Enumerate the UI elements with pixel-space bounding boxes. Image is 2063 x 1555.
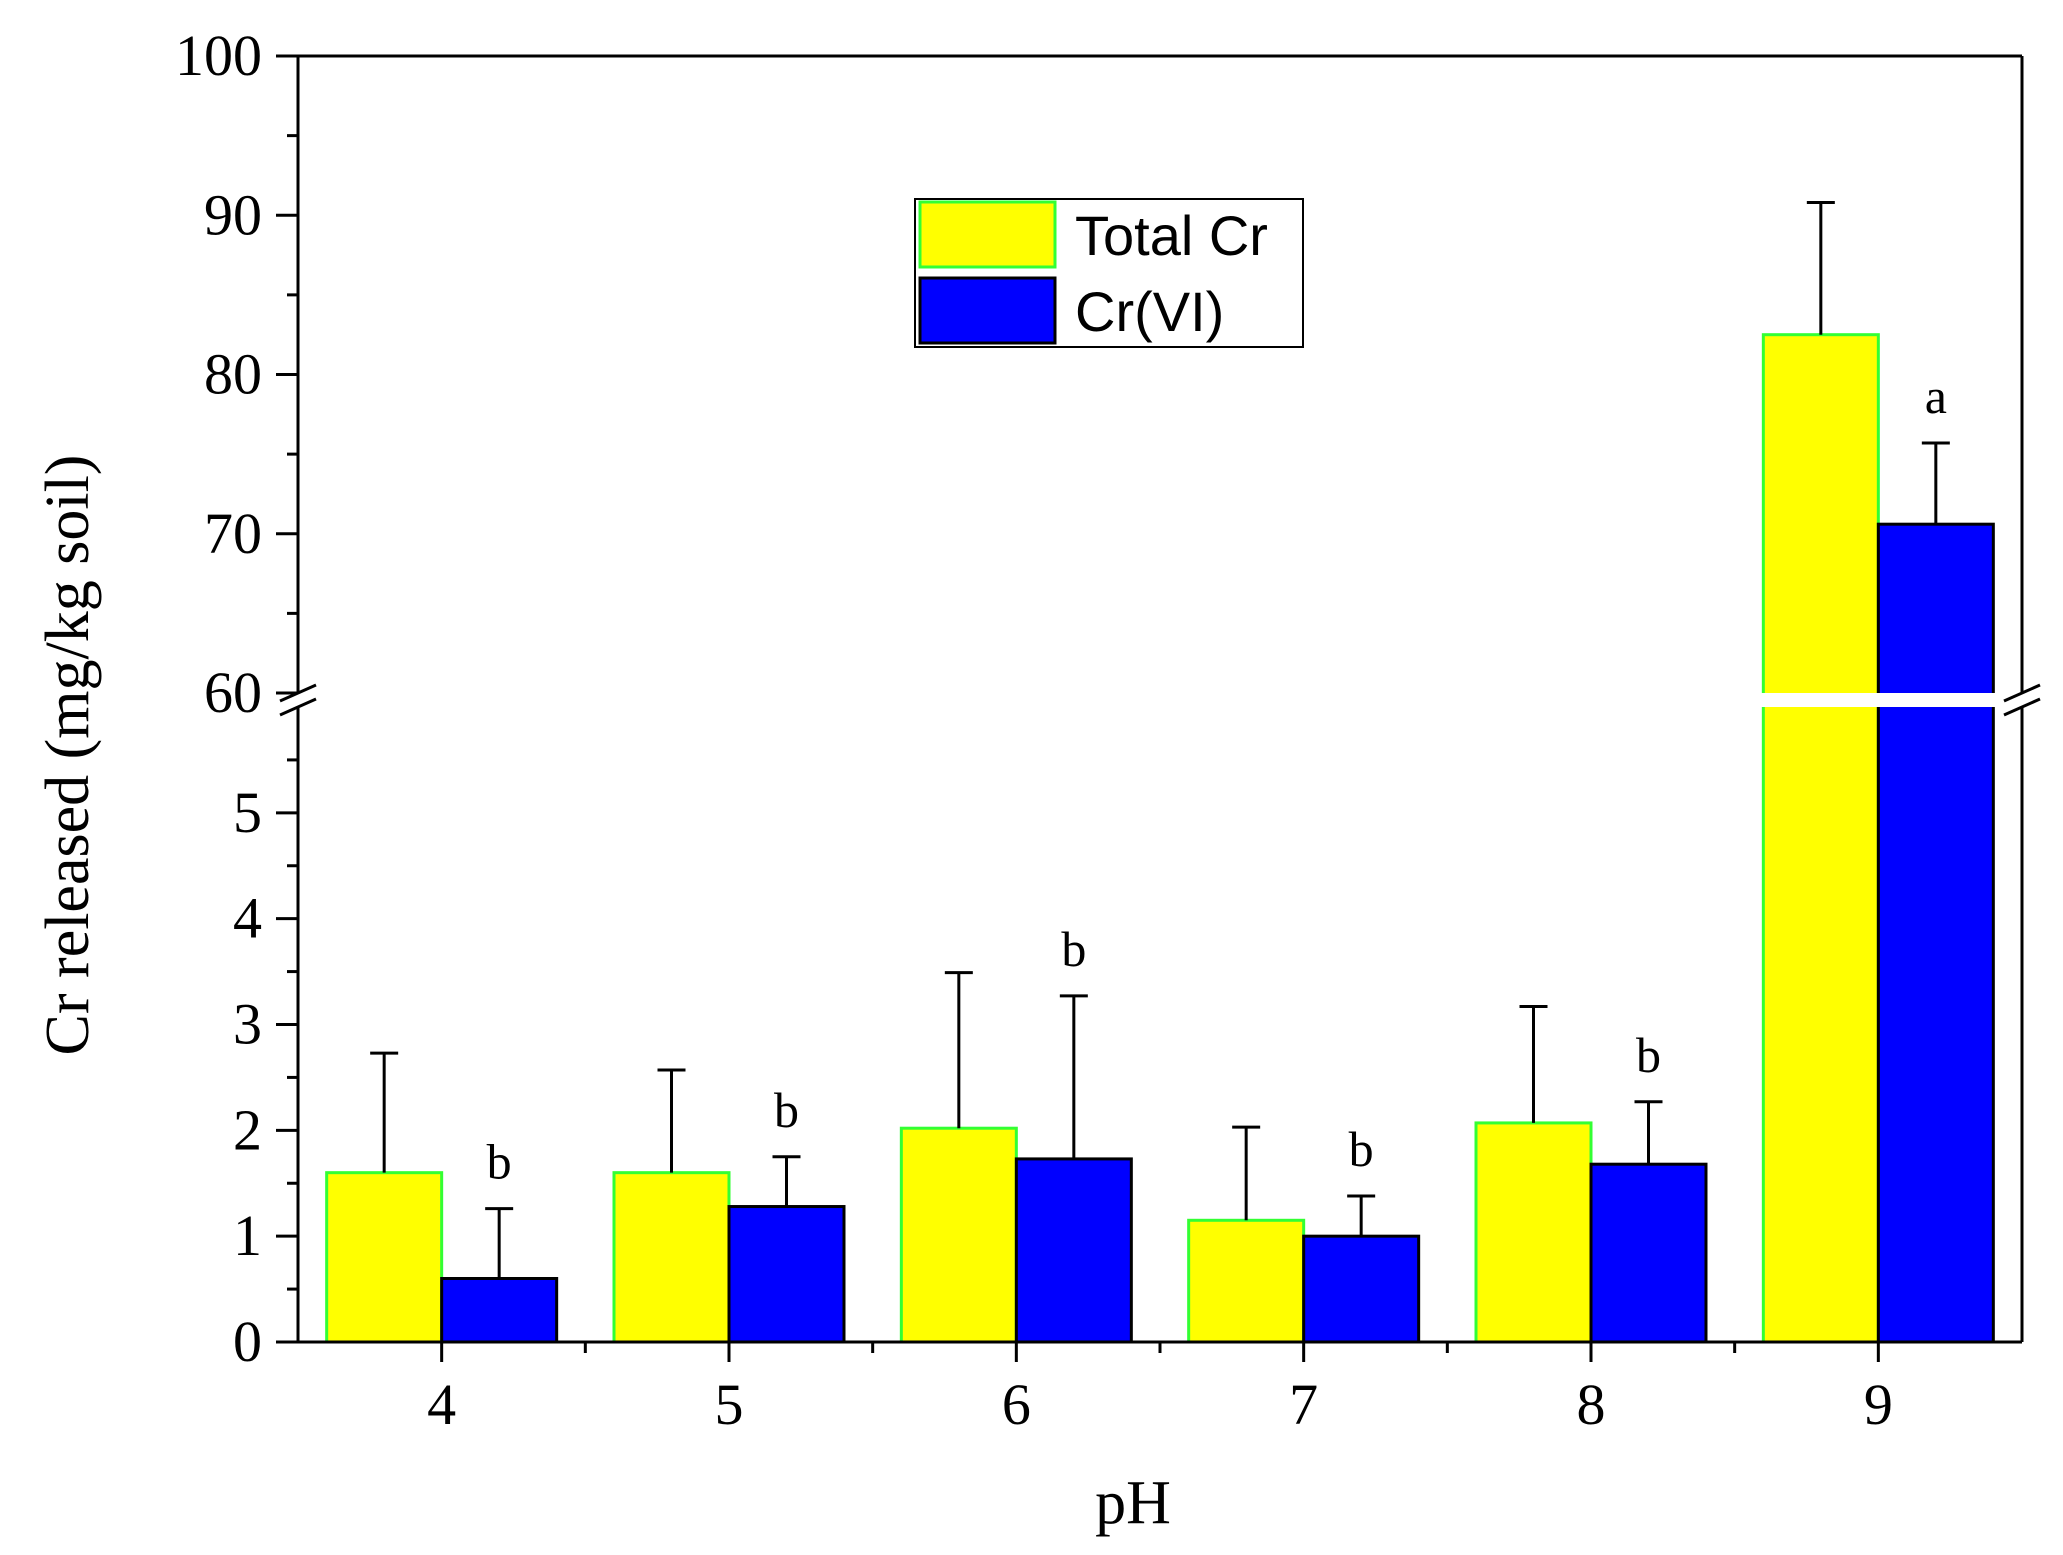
- bar-total-cr-ph9: [1761, 333, 1880, 1344]
- y-tick-label-2: 2: [233, 1097, 262, 1162]
- y-tick-label-4: 4: [233, 886, 262, 951]
- axis-break-mark-right-0: [2003, 683, 2041, 703]
- y-tick-label-100: 100: [175, 23, 262, 88]
- bar-cr-vi-ph9: [1876, 522, 1995, 1344]
- x-tick-label-4: 4: [427, 1372, 456, 1437]
- significance-label-ph7: b: [1349, 1121, 1374, 1177]
- y-tick-label-5: 5: [233, 780, 262, 845]
- bar-total-cr-ph6: [899, 1126, 1018, 1344]
- axis-break-mark-left-1: [279, 697, 317, 717]
- bar-cr-vi-ph7: [1302, 1234, 1421, 1344]
- y-tick-label-70: 70: [204, 501, 262, 566]
- significance-label-ph4: b: [487, 1134, 512, 1190]
- y-tick-label-80: 80: [204, 342, 262, 407]
- x-tick-label-6: 6: [1002, 1372, 1031, 1437]
- y-axis-title: Cr released (mg/kg soil): [34, 455, 102, 1056]
- legend-swatch-cr-vi: [918, 276, 1057, 345]
- y-tick-label-60: 60: [204, 660, 262, 725]
- significance-label-ph9: a: [1925, 368, 1947, 424]
- axis-break-band: [300, 693, 2054, 707]
- significance-label-ph6: b: [1061, 921, 1086, 977]
- ticks-layer: 0 1 2 3 4 5 60 70 80 90 100 4 5 6 7 8 9: [175, 23, 1893, 1437]
- significance-labels: b b b b b a: [487, 368, 1947, 1190]
- x-tick-label-8: 8: [1577, 1372, 1606, 1437]
- axis-break-mark-right-1: [2003, 697, 2041, 717]
- bar-cr-vi-ph4: [440, 1277, 559, 1344]
- legend-label-cr-vi: Cr(VI): [1075, 280, 1224, 343]
- bar-cr-vi-ph8: [1589, 1162, 1708, 1344]
- x-tick-label-5: 5: [715, 1372, 744, 1437]
- error-bars-layer: [370, 201, 1950, 1279]
- legend-label-total-cr: Total Cr: [1075, 204, 1268, 267]
- legend-swatch-total-cr: [918, 200, 1057, 269]
- y-tick-label-90: 90: [204, 182, 262, 247]
- x-tick-label-9: 9: [1864, 1372, 1893, 1437]
- y-tick-label-3: 3: [233, 992, 262, 1057]
- significance-label-ph5: b: [774, 1082, 799, 1138]
- bars-layer: [325, 333, 1995, 1344]
- y-tick-label-1: 1: [233, 1203, 262, 1268]
- bar-total-cr-ph4: [325, 1171, 444, 1344]
- bar-cr-vi-ph6: [1014, 1157, 1133, 1344]
- bar-total-cr-ph5: [612, 1171, 731, 1344]
- x-axis-title: pH: [1095, 1469, 1171, 1537]
- y-tick-label-0: 0: [233, 1309, 262, 1374]
- bar-total-cr-ph7: [1187, 1218, 1306, 1344]
- legend: Total Cr Cr(VI): [914, 198, 1304, 348]
- bar-cr-vi-ph5: [727, 1205, 846, 1344]
- x-tick-label-7: 7: [1289, 1372, 1318, 1437]
- bar-total-cr-ph8: [1474, 1121, 1593, 1344]
- significance-label-ph8: b: [1636, 1027, 1661, 1083]
